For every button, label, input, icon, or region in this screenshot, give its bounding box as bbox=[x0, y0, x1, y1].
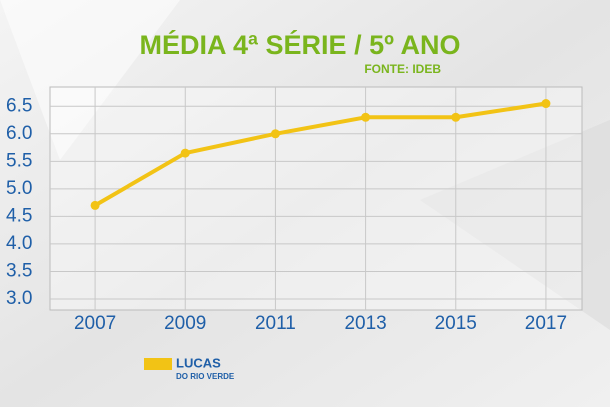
x-tick-label: 2013 bbox=[344, 313, 386, 334]
x-tick-label: 2009 bbox=[164, 313, 206, 334]
point bbox=[270, 129, 280, 139]
decor bbox=[0, 0, 180, 160]
point bbox=[361, 112, 371, 122]
chart-subtitle: FONTE: IDEB bbox=[364, 62, 441, 76]
legend-note: DO RIO VERDE bbox=[176, 372, 235, 381]
point bbox=[451, 112, 461, 122]
y-tick-label: 6.0 bbox=[6, 123, 32, 144]
point bbox=[541, 99, 551, 109]
y-tick-label: 5.0 bbox=[6, 178, 32, 199]
y-tick-label: 3.0 bbox=[6, 288, 32, 309]
x-tick-label: 2007 bbox=[74, 313, 116, 334]
x-tick-label: 2017 bbox=[525, 313, 567, 334]
y-tick-label: 4.0 bbox=[6, 233, 32, 254]
y-tick-label: 3.5 bbox=[6, 260, 32, 281]
y-tick-label: 4.5 bbox=[6, 205, 32, 226]
x-tick-label: 2011 bbox=[255, 313, 296, 334]
legend-swatch bbox=[144, 358, 172, 370]
line bbox=[94, 101, 547, 208]
y-tick-label: 5.5 bbox=[6, 150, 32, 171]
y-tick-label: 6.5 bbox=[6, 95, 32, 116]
chart-title: MÉDIA 4ª SÉRIE / 5º ANO bbox=[140, 29, 461, 60]
point bbox=[90, 200, 100, 210]
x-tick-label: 2015 bbox=[435, 313, 477, 334]
plot-area bbox=[49, 86, 583, 311]
decor bbox=[420, 120, 610, 330]
point bbox=[180, 148, 190, 158]
legend-label: LUCAS bbox=[176, 355, 221, 370]
